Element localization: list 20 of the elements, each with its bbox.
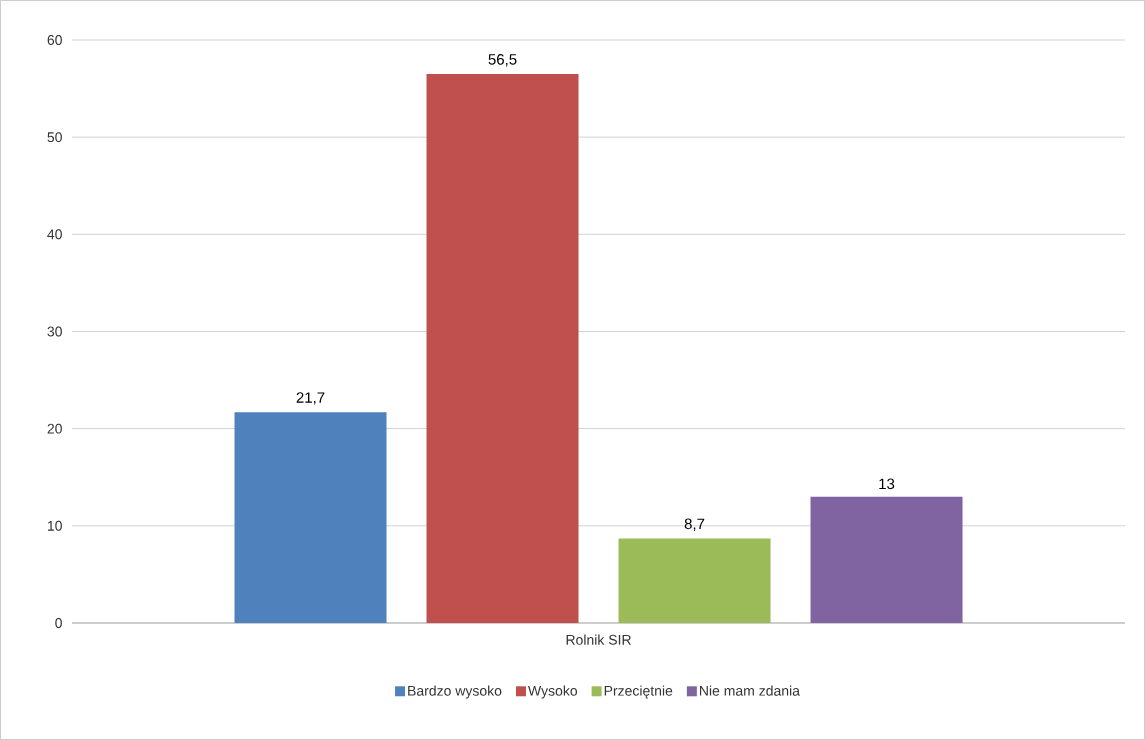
legend-label: Nie mam zdania [700,685,800,696]
y-tick-label: 50 [47,132,62,143]
bar [234,412,387,623]
y-tick-label: 60 [47,35,62,45]
data-label: 21,7 [296,392,325,405]
y-tick-label: 40 [47,229,62,240]
bar [426,74,579,623]
y-tick-label: 10 [47,520,62,531]
legend-label: Wysoko [528,685,578,699]
legend-label: Przeciętnie [604,685,673,699]
y-tick-label: 30 [47,326,62,337]
bar [810,496,963,623]
data-label: 13 [879,478,895,490]
x-tick-label: Rolnik SIR [566,634,631,645]
legend-label: Bardzo wysoko [408,685,502,699]
y-tick-label: 0 [55,618,62,628]
bar [618,538,771,623]
y-tick-label: 20 [47,423,62,434]
data-label: 8,7 [684,518,705,531]
data-label: 56,5 [488,54,517,67]
